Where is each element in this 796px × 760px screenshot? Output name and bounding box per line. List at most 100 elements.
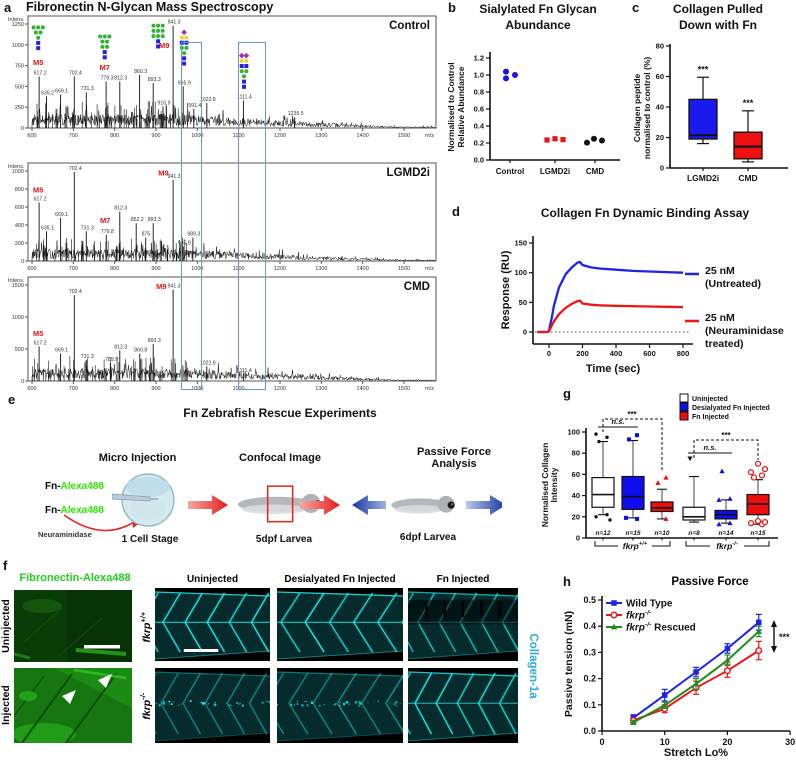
svg-text:Response (RU): Response (RU) [500, 250, 512, 329]
svg-text:669.1: 669.1 [55, 212, 68, 218]
svg-text:812.3: 812.3 [114, 344, 127, 350]
svg-text:m/z: m/z [425, 386, 434, 392]
svg-text:779.3: 779.3 [101, 75, 114, 81]
svg-text:941.3: 941.3 [168, 20, 181, 26]
larva-6dpf-icon [391, 495, 455, 514]
svg-text:0.4: 0.4 [583, 621, 596, 631]
green-image-injected [14, 668, 132, 743]
panel-d-label: d [452, 204, 460, 219]
svg-text:1000: 1000 [191, 133, 203, 139]
svg-text:Fn Injected: Fn Injected [692, 414, 729, 421]
collagen-pulldown-boxplot: 0 20 40 60 80 *** LGMD2i *** CMD Collagen peptide… [632, 42, 788, 183]
svg-text:1500: 1500 [12, 283, 24, 289]
svg-text:1400: 1400 [357, 133, 369, 139]
svg-text:860.8: 860.8 [134, 347, 147, 353]
svg-text:Normalised Collagen: Normalised Collagen [540, 443, 550, 528]
svg-text:25 nM: 25 nM [705, 265, 735, 277]
svg-text:731.3: 731.3 [81, 86, 94, 92]
svg-text:fkrp-/-: fkrp-/- [626, 610, 652, 622]
svg-text:0.8: 0.8 [474, 88, 484, 97]
panel-e-label: e [8, 392, 16, 407]
svg-text:60: 60 [572, 470, 580, 479]
svg-text:n=8: n=8 [688, 530, 700, 537]
svg-text:1000: 1000 [12, 43, 24, 49]
svg-text:normalised to control (%): normalised to control (%) [642, 57, 652, 160]
stretch-arrow-right-icon [466, 495, 502, 515]
svg-text:893.3: 893.3 [148, 77, 161, 83]
svg-text:100: 100 [567, 428, 580, 437]
panel-e-title: Fn Zebrafish Rescue Experiments [183, 406, 377, 420]
svg-text:n.s.: n.s. [704, 443, 717, 452]
col-header-fn-injected: Fn Injected [436, 574, 490, 585]
svg-text:LGMD2i: LGMD2i [687, 173, 719, 183]
svg-text:M9: M9 [158, 169, 168, 178]
svg-text:Normalised to Control: Normalised to Control [446, 62, 456, 151]
svg-text:Control: Control [389, 20, 430, 32]
svg-text:Wild Type: Wild Type [626, 599, 673, 610]
passive-force-heading: Passive Force Analysis [417, 446, 491, 470]
svg-text:900: 900 [151, 133, 160, 139]
svg-text:941.3: 941.3 [168, 174, 181, 180]
fn-alexa488-label-1: Fn-Alexa488 [45, 481, 104, 492]
confocal-image-ko-uninjected [155, 668, 270, 743]
svg-text:Intensity: Intensity [549, 467, 559, 502]
svg-text:250: 250 [15, 105, 24, 111]
svg-text:800: 800 [15, 187, 24, 193]
svg-text:M9: M9 [156, 282, 166, 291]
confocal-heading: Confocal Image [239, 452, 321, 464]
svg-text:400: 400 [610, 349, 623, 358]
stretch-arrow-left-icon [352, 495, 386, 515]
svg-text:1000: 1000 [12, 315, 24, 321]
confocal-image-wt-uninjected [155, 588, 270, 661]
sialylation-scatter-plot: 0.0 0.2 0.4 0.6 0.8 1.0 1.2 Control LGMD2i CMD Nor… [446, 52, 620, 176]
svg-text:1200: 1200 [274, 133, 286, 139]
svg-text:1022.8: 1022.8 [200, 97, 216, 103]
svg-text:***: *** [721, 431, 731, 440]
svg-text:0.4: 0.4 [474, 122, 485, 131]
svg-text:Uninjected: Uninjected [692, 396, 728, 403]
svg-text:989.3: 989.3 [187, 232, 200, 238]
green-image-uninjected [14, 590, 132, 662]
svg-text:1100: 1100 [233, 266, 245, 272]
svg-text:731.3: 731.3 [81, 354, 94, 360]
svg-text:700: 700 [69, 133, 78, 139]
panel-g-label: g [563, 386, 571, 401]
svg-text:0: 0 [660, 164, 664, 173]
svg-text:893.3: 893.3 [148, 338, 161, 344]
svg-text:669.1: 669.1 [55, 347, 68, 353]
svg-text:***: *** [779, 632, 790, 642]
svg-text:(Untreated): (Untreated) [705, 278, 761, 290]
col-header-uninjected: Uninjected [186, 574, 239, 585]
svg-text:200: 200 [15, 241, 24, 247]
collagen-intensity-boxplot: 0 20 40 60 80 100 n=12 n=15 n=10 n=8 n=14 n=15 fkrp+… [540, 393, 778, 551]
svg-text:(Neuraminidase: (Neuraminidase [705, 325, 784, 337]
svg-text:600: 600 [27, 266, 36, 272]
svg-text:1300: 1300 [315, 386, 327, 392]
workflow-arrow-icon-1 [188, 495, 228, 515]
panel-c-title: Collagen Pulled Down with Fn [672, 2, 763, 32]
row-label-uninjected: Uninjected [0, 599, 12, 653]
collagen-stain-label: Collagen-1a [527, 633, 539, 699]
svg-text:m/z: m/z [425, 133, 434, 139]
svg-text:1200: 1200 [274, 266, 286, 272]
svg-text:Intens.: Intens. [8, 278, 25, 284]
svg-text:fkrp-/- Rescued: fkrp-/- Rescued [626, 622, 696, 634]
fibronectin-alexa488-title: Fibronectin-Alexa488 [19, 572, 131, 584]
svg-text:***: *** [743, 98, 754, 108]
svg-text:702.4: 702.4 [69, 166, 82, 172]
svg-text:0.3: 0.3 [583, 647, 596, 657]
svg-text:20: 20 [656, 133, 664, 142]
svg-text:20: 20 [572, 512, 580, 521]
confocal-image-ko-desialyated [277, 668, 403, 743]
svg-text:1200: 1200 [274, 386, 286, 392]
micro-injection-heading: Micro Injection [98, 452, 177, 464]
svg-text:700: 700 [69, 386, 78, 392]
panel-h-label: h [563, 574, 571, 589]
svg-text:600: 600 [27, 133, 36, 139]
svg-text:800: 800 [110, 386, 119, 392]
svg-text:Time (sec): Time (sec) [586, 363, 641, 375]
svg-text:779.8: 779.8 [101, 229, 114, 235]
svg-text:800: 800 [110, 266, 119, 272]
svg-text:n.s.: n.s. [612, 417, 625, 426]
